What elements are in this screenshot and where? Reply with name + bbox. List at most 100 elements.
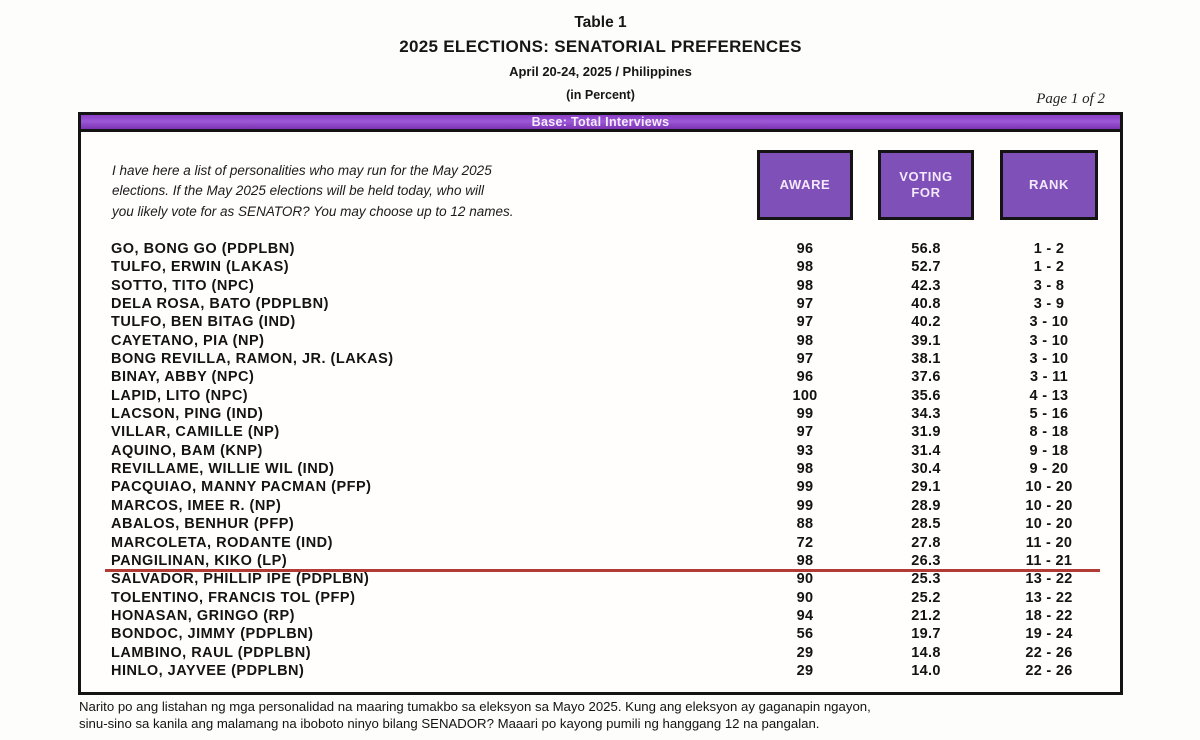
rank-value: 1 - 2 [1033, 259, 1065, 276]
table-row: ABALOS, BENHUR (PFP) 88 28.5 10 - 20 [81, 515, 1120, 533]
survey-question: I have here a list of personalities who … [112, 161, 513, 222]
voting-for-value: 52.7 [911, 259, 941, 276]
voting-for-value: 31.9 [911, 424, 941, 441]
aware-value: 88 [796, 516, 814, 533]
candidate-name: TULFO, ERWIN (LAKAS) [111, 259, 290, 276]
table-row: SOTTO, TITO (NPC) 98 42.3 3 - 8 [81, 277, 1120, 295]
table-row: BINAY, ABBY (NPC) 96 37.6 3 - 11 [81, 368, 1120, 386]
candidate-name: SALVADOR, PHILLIP IPE (PDPLBN) [111, 571, 370, 588]
column-header-aware: AWARE [757, 150, 853, 220]
voting-for-value: 40.2 [911, 314, 941, 331]
aware-value: 97 [796, 296, 814, 313]
candidate-name: MARCOS, IMEE R. (NP) [111, 497, 282, 514]
table-row: REVILLAME, WILLIE WIL (IND) 98 30.4 9 - … [81, 460, 1120, 478]
aware-value: 98 [796, 259, 814, 276]
voting-for-value: 30.4 [911, 461, 941, 478]
table-row: HINLO, JAYVEE (PDPLBN) 29 14.0 22 - 26 [81, 662, 1120, 680]
rank-value: 11 - 21 [1025, 552, 1073, 569]
aware-value: 29 [796, 644, 814, 661]
candidate-name: REVILLAME, WILLIE WIL (IND) [111, 461, 335, 478]
candidate-name: HINLO, JAYVEE (PDPLBN) [111, 662, 305, 679]
table-row: DELA ROSA, BATO (PDPLBN) 97 40.8 3 - 9 [81, 295, 1120, 313]
candidate-name: LACSON, PING (IND) [111, 406, 264, 423]
candidate-name: TOLENTINO, FRANCIS TOL (PFP) [111, 589, 356, 606]
candidate-name: MARCOLETA, RODANTE (IND) [111, 534, 333, 551]
table-row: HONASAN, GRINGO (RP) 94 21.2 18 - 22 [81, 607, 1120, 625]
table-row: CAYETANO, PIA (NP) 98 39.1 3 - 10 [81, 332, 1120, 350]
aware-value: 56 [796, 626, 814, 643]
rank-value: 3 - 9 [1033, 296, 1065, 313]
table-row: BONG REVILLA, RAMON, JR. (LAKAS) 97 38.1… [81, 350, 1120, 368]
voting-for-value: 27.8 [911, 534, 941, 551]
candidate-name: PANGILINAN, KIKO (LP) [111, 552, 288, 569]
table-row: VILLAR, CAMILLE (NP) 97 31.9 8 - 18 [81, 423, 1120, 441]
aware-value: 100 [792, 387, 818, 404]
rank-value: 10 - 20 [1025, 497, 1073, 514]
rank-value: 18 - 22 [1025, 607, 1073, 624]
aware-value: 93 [796, 442, 814, 459]
voting-for-value: 14.8 [911, 644, 941, 661]
rank-value: 9 - 18 [1029, 442, 1069, 459]
voting-for-value: 40.8 [911, 296, 941, 313]
rank-value: 10 - 20 [1025, 516, 1073, 533]
voting-for-value: 28.5 [911, 516, 941, 533]
aware-value: 98 [796, 332, 814, 349]
candidate-name: CAYETANO, PIA (NP) [111, 332, 265, 349]
aware-value: 99 [796, 479, 814, 496]
voting-for-value: 34.3 [911, 406, 941, 423]
rank-value: 13 - 22 [1025, 589, 1073, 606]
table-row: MARCOS, IMEE R. (NP) 99 28.9 10 - 20 [81, 497, 1120, 515]
aware-value: 29 [796, 662, 814, 679]
candidate-name: BONDOC, JIMMY (PDPLBN) [111, 626, 314, 643]
rank-value: 3 - 10 [1029, 314, 1069, 331]
table-row: LAMBINO, RAUL (PDPLBN) 29 14.8 22 - 26 [81, 644, 1120, 662]
table-row: AQUINO, BAM (KNP) 93 31.4 9 - 18 [81, 442, 1120, 460]
voting-for-value: 35.6 [911, 387, 941, 404]
table-row: BONDOC, JIMMY (PDPLBN) 56 19.7 19 - 24 [81, 625, 1120, 643]
column-header-rank: RANK [1000, 150, 1098, 220]
question-line: elections. If the May 2025 elections wil… [112, 183, 484, 199]
candidate-name: BONG REVILLA, RAMON, JR. (LAKAS) [111, 351, 394, 368]
aware-value: 94 [796, 607, 814, 624]
rank-value: 3 - 11 [1029, 369, 1069, 386]
candidate-name: GO, BONG GO (PDPLBN) [111, 241, 295, 257]
voting-for-value: 25.3 [911, 571, 941, 588]
question-line: you likely vote for as SENATOR? You may … [112, 203, 514, 219]
candidate-name: LAMBINO, RAUL (PDPLBN) [111, 644, 312, 661]
aware-value: 97 [796, 424, 814, 441]
survey-period: April 20-24, 2025 / Philippines [509, 64, 692, 79]
voting-for-value: 19.7 [911, 626, 941, 643]
rank-value: 3 - 8 [1033, 277, 1065, 294]
aware-value: 97 [796, 314, 814, 331]
aware-value: 99 [796, 497, 814, 514]
rank-value: 22 - 26 [1025, 644, 1073, 661]
rank-value: 4 - 13 [1029, 387, 1069, 404]
candidate-name: BINAY, ABBY (NPC) [111, 369, 255, 386]
voting-for-value: 56.8 [911, 241, 941, 257]
aware-value: 98 [796, 461, 814, 478]
unit-note: (in Percent) [566, 88, 635, 102]
rank-value: 13 - 22 [1025, 571, 1073, 588]
rank-value: 11 - 20 [1025, 534, 1073, 551]
title-block: Table 1 2025 ELECTIONS: SENATORIAL PREFE… [78, 14, 1123, 102]
aware-value: 97 [796, 351, 814, 368]
table-row: TULFO, BEN BITAG (IND) 97 40.2 3 - 10 [81, 313, 1120, 331]
aware-value: 90 [796, 589, 814, 606]
rank-value: 19 - 24 [1025, 626, 1073, 643]
rank-value: 8 - 18 [1029, 424, 1069, 441]
aware-value: 72 [796, 534, 814, 551]
candidate-name: DELA ROSA, BATO (PDPLBN) [111, 296, 329, 313]
footnote: Narito po ang listahan ng mga personalid… [79, 699, 871, 733]
table-number: Table 1 [574, 14, 627, 31]
table-row: LACSON, PING (IND) 99 34.3 5 - 16 [81, 405, 1120, 423]
aware-value: 96 [796, 369, 814, 386]
aware-value: 90 [796, 571, 814, 588]
table-row: TOLENTINO, FRANCIS TOL (PFP) 90 25.2 13 … [81, 589, 1120, 607]
base-bar: Base: Total Interviews [81, 115, 1120, 132]
voting-for-value: 39.1 [911, 332, 941, 349]
column-header-voting-for: VOTING FOR [878, 150, 974, 220]
voting-for-value: 42.3 [911, 277, 941, 294]
candidate-name: PACQUIAO, MANNY PACMAN (PFP) [111, 479, 372, 496]
rank-value: 1 - 2 [1033, 241, 1065, 257]
